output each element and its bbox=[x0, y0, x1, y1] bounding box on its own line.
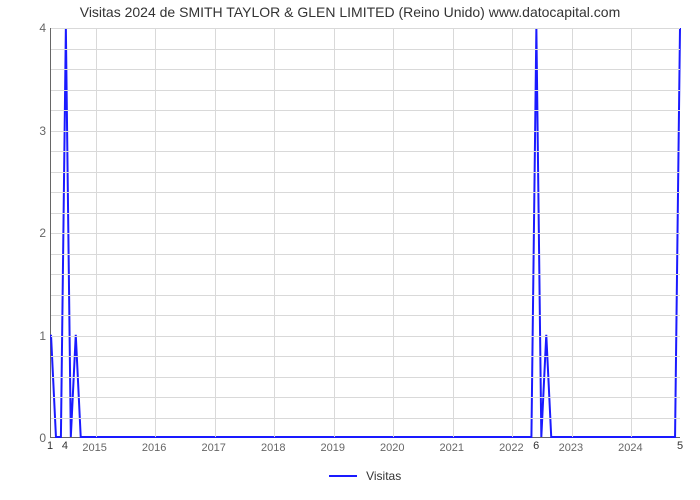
hgrid-line bbox=[51, 90, 680, 91]
hgrid-line bbox=[51, 110, 680, 111]
hgrid-line bbox=[51, 192, 680, 193]
hgrid-line bbox=[51, 274, 680, 275]
vgrid-line bbox=[453, 28, 454, 437]
vgrid-line bbox=[631, 28, 632, 437]
y-tick-label: 4 bbox=[30, 21, 46, 35]
legend-swatch bbox=[329, 475, 357, 477]
vgrid-line bbox=[274, 28, 275, 437]
vgrid-line bbox=[512, 28, 513, 437]
x-tick-label: 2019 bbox=[321, 442, 345, 454]
hgrid-line bbox=[51, 356, 680, 357]
x-tick-label: 2024 bbox=[618, 442, 642, 454]
x-tick-label: 2015 bbox=[82, 442, 106, 454]
hgrid-line bbox=[51, 69, 680, 70]
hgrid-line bbox=[51, 213, 680, 214]
legend: Visitas bbox=[50, 468, 680, 483]
hgrid-line bbox=[51, 418, 680, 419]
hgrid-line bbox=[51, 172, 680, 173]
chart-container: Visitas 2024 de SMITH TAYLOR & GLEN LIMI… bbox=[0, 0, 700, 500]
y-tick-label: 1 bbox=[30, 329, 46, 343]
plot-area bbox=[50, 28, 680, 438]
data-point-label: 1 bbox=[47, 440, 53, 452]
hgrid-line bbox=[51, 233, 680, 234]
data-point-label: 6 bbox=[533, 440, 539, 452]
x-tick-label: 2018 bbox=[261, 442, 285, 454]
hgrid-line bbox=[51, 397, 680, 398]
vgrid-line bbox=[96, 28, 97, 437]
hgrid-line bbox=[51, 336, 680, 337]
legend-label: Visitas bbox=[366, 469, 401, 483]
data-point-label: 4 bbox=[62, 440, 68, 452]
hgrid-line bbox=[51, 28, 680, 29]
vgrid-line bbox=[393, 28, 394, 437]
hgrid-line bbox=[51, 151, 680, 152]
vgrid-line bbox=[155, 28, 156, 437]
x-tick-label: 2020 bbox=[380, 442, 404, 454]
y-tick-label: 3 bbox=[30, 124, 46, 138]
data-point-label: 5 bbox=[677, 440, 683, 452]
x-tick-label: 2023 bbox=[559, 442, 583, 454]
vgrid-line bbox=[215, 28, 216, 437]
x-tick-label: 2021 bbox=[440, 442, 464, 454]
vgrid-line bbox=[572, 28, 573, 437]
hgrid-line bbox=[51, 254, 680, 255]
hgrid-line bbox=[51, 315, 680, 316]
vgrid-line bbox=[334, 28, 335, 437]
x-tick-label: 2022 bbox=[499, 442, 523, 454]
hgrid-line bbox=[51, 49, 680, 50]
y-tick-label: 2 bbox=[30, 226, 46, 240]
x-tick-label: 2016 bbox=[142, 442, 166, 454]
chart-title: Visitas 2024 de SMITH TAYLOR & GLEN LIMI… bbox=[0, 4, 700, 20]
hgrid-line bbox=[51, 295, 680, 296]
x-tick-label: 2017 bbox=[201, 442, 225, 454]
y-tick-label: 0 bbox=[30, 431, 46, 445]
hgrid-line bbox=[51, 131, 680, 132]
hgrid-line bbox=[51, 377, 680, 378]
